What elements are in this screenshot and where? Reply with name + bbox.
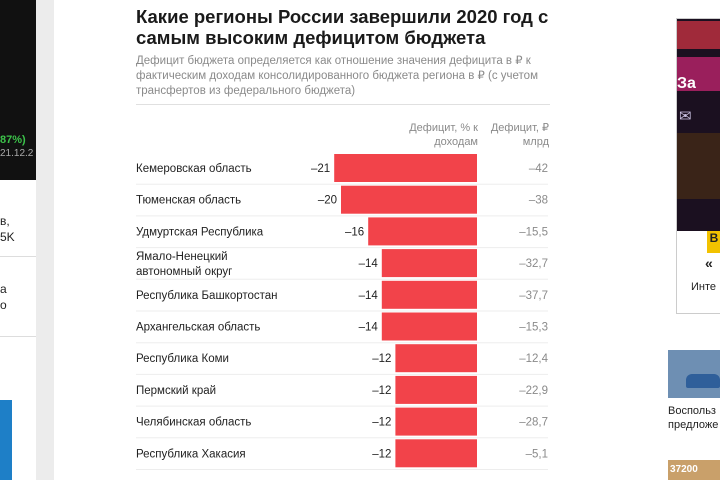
- category-label: Республика Башкортостан: [136, 290, 278, 302]
- category-label: Челябинская область: [136, 417, 251, 429]
- category-label: Пермский край: [136, 385, 216, 397]
- right-column: За ✉ В « Инте Воспольз предложе 37200: [654, 0, 720, 480]
- ad-shape: [677, 57, 720, 91]
- left-banner[interactable]: [0, 400, 12, 480]
- ticker-date: 21.12.2: [0, 148, 34, 159]
- news-headline[interactable]: Воспольз предложе: [668, 404, 718, 432]
- category-label: Кемеровская область: [136, 163, 252, 175]
- category-label: Тюменская область: [136, 195, 241, 207]
- bar: [395, 375, 477, 404]
- ticker-panel: 87%) 21.12.2: [0, 0, 36, 180]
- rub-value-label: –22,9: [519, 385, 548, 397]
- bar: [395, 439, 477, 468]
- ticker-change: 87%): [0, 134, 26, 146]
- value-label: –12: [372, 385, 391, 397]
- rub-value-label: –15,5: [519, 226, 548, 238]
- bar: [368, 217, 477, 246]
- news-fragment[interactable]: а: [0, 282, 7, 296]
- news-fragment[interactable]: о: [0, 298, 7, 312]
- column-header-percent: Дефицит, % к доходам: [409, 122, 478, 148]
- rub-value-label: –5,1: [526, 448, 548, 460]
- bar: [395, 344, 477, 373]
- value-label: –14: [359, 322, 379, 334]
- ad-caption: Инте: [691, 281, 717, 293]
- deficit-bar-chart: Кемеровская область –21 –42 Тюменская облас…: [136, 154, 549, 470]
- ad-badge: В: [707, 231, 720, 253]
- bar: [395, 407, 477, 436]
- rub-value-label: –38: [529, 195, 548, 207]
- envelope-icon: ✉: [679, 108, 692, 125]
- category-label: Ямало-Ненецкий автономный округ: [136, 251, 232, 278]
- rub-value-label: –42: [529, 163, 548, 175]
- ad-image: [677, 133, 720, 199]
- news-line: предложе: [668, 419, 719, 431]
- bar: [381, 312, 477, 341]
- bar: [341, 185, 477, 214]
- rub-value-label: –32,7: [519, 258, 548, 270]
- value-label: –12: [372, 417, 391, 429]
- bar: [334, 154, 477, 182]
- news-thumbnail[interactable]: 37200: [668, 460, 720, 480]
- rub-value-label: –15,3: [519, 322, 548, 334]
- divider: [0, 336, 36, 337]
- chart-subtitle: Дефицит бюджета определяется как отношен…: [136, 55, 538, 97]
- divider: [0, 256, 36, 257]
- column-header-rub: Дефицит, ₽ млрд: [490, 122, 549, 148]
- value-label: –21: [311, 163, 330, 175]
- value-label: –20: [318, 195, 337, 207]
- advertisement-banner[interactable]: За ✉ В « Инте: [676, 18, 720, 314]
- news-line: Воспольз: [668, 405, 716, 417]
- ad-quote: «: [705, 255, 713, 271]
- ad-headline: За: [677, 75, 696, 92]
- value-label: –16: [345, 226, 364, 238]
- bar: [381, 249, 477, 278]
- value-label: –14: [359, 290, 379, 302]
- bar: [381, 280, 477, 309]
- ad-shape: [677, 21, 720, 49]
- chart-title: Какие регионы России завершили 2020 год …: [136, 6, 549, 48]
- ad-background: [677, 19, 720, 231]
- value-label: –12: [372, 353, 391, 365]
- news-fragment[interactable]: 5K: [0, 230, 15, 244]
- rub-value-label: –28,7: [519, 417, 548, 429]
- rub-value-label: –12,4: [519, 353, 548, 365]
- value-label: –14: [359, 258, 379, 270]
- category-label: Республика Хакасия: [136, 448, 246, 460]
- category-label: Удмуртская Республика: [136, 226, 264, 238]
- category-label: Архангельская область: [136, 322, 260, 334]
- news-fragment[interactable]: в,: [0, 214, 10, 228]
- category-label: Республика Коми: [136, 353, 229, 365]
- article-chart-area: Какие регионы России завершили 2020 год …: [54, 0, 654, 480]
- divider: [136, 104, 550, 105]
- news-thumbnail[interactable]: [668, 350, 720, 398]
- car-image: [686, 374, 720, 388]
- value-label: –12: [372, 448, 391, 460]
- rub-value-label: –37,7: [519, 290, 548, 302]
